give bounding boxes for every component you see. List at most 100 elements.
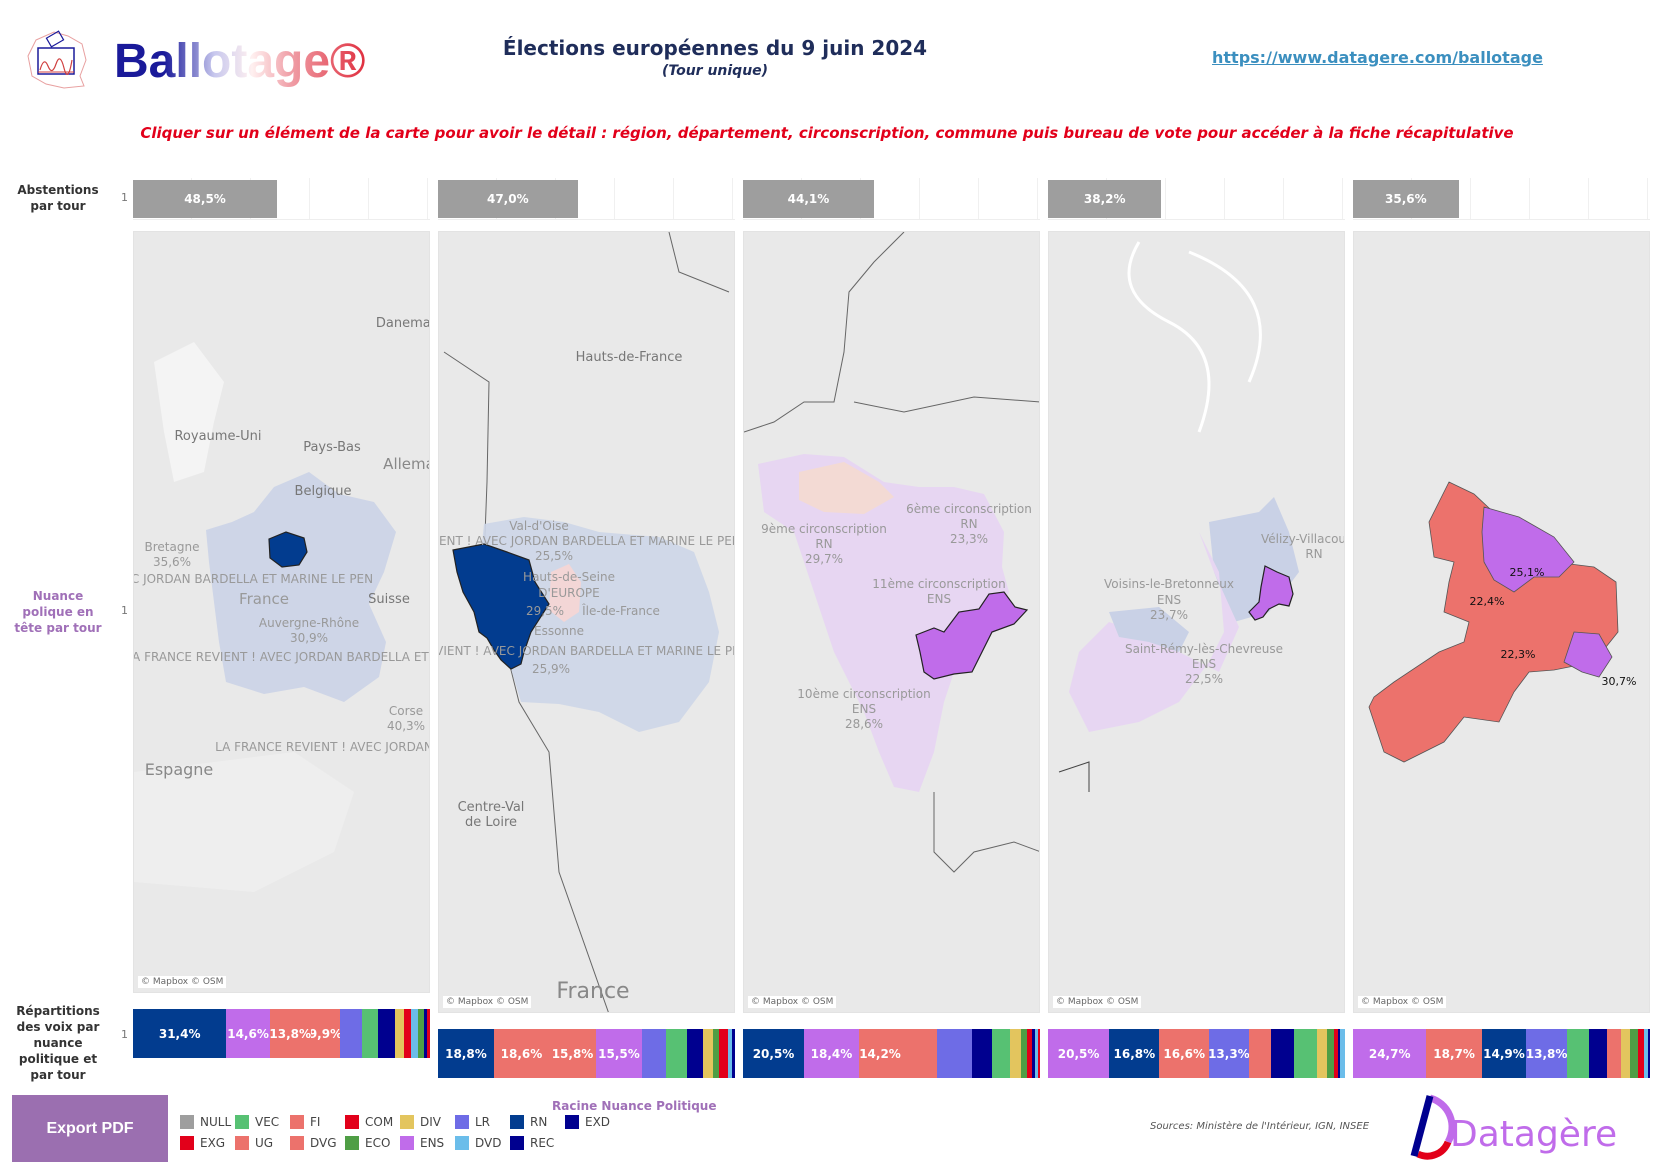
map-circonscription[interactable]: Vélizy-Villacoubl RN Voisins-le-Bretonne…: [1048, 231, 1345, 1013]
legend-item-com[interactable]: COM: [345, 1114, 400, 1130]
vote-segment-exd[interactable]: [1338, 1029, 1341, 1078]
vote-segment-rn[interactable]: 14,9%: [1481, 1029, 1527, 1078]
legend-item-null[interactable]: NULL: [180, 1114, 235, 1130]
vote-segment-rec[interactable]: [972, 1029, 992, 1078]
vote-segment-exg[interactable]: [1027, 1029, 1032, 1078]
map-attribution[interactable]: © Mapbox © OSM: [1053, 996, 1142, 1008]
map-label: RN: [815, 537, 833, 551]
legend-item-exg[interactable]: EXG: [180, 1135, 235, 1151]
map-attribution[interactable]: © Mapbox © OSM: [748, 996, 837, 1008]
vote-segment-ug[interactable]: 18,7%: [1426, 1029, 1482, 1078]
vote-segment-fi[interactable]: 9,9%: [310, 1009, 341, 1058]
vote-segment-lr[interactable]: 13,8%: [1526, 1029, 1568, 1078]
vote-segment-ens[interactable]: 15,5%: [595, 1029, 643, 1078]
map-attribution[interactable]: © Mapbox © OSM: [1358, 996, 1447, 1008]
vote-segment-dvd[interactable]: [1644, 1029, 1648, 1078]
vote-segment-vec[interactable]: [665, 1029, 687, 1078]
vote-segment-lr[interactable]: 13,3%: [1209, 1029, 1249, 1078]
abstention-bar[interactable]: 38,2%: [1048, 180, 1162, 218]
vote-segment-eco[interactable]: [712, 1029, 719, 1078]
abstention-bar[interactable]: 35,6%: [1353, 180, 1459, 218]
map-label: Essonne: [533, 624, 585, 638]
vote-segment-exg[interactable]: [1334, 1029, 1339, 1078]
vote-segment-div[interactable]: [702, 1029, 713, 1078]
vote-segment-eco[interactable]: [418, 1009, 425, 1058]
vote-segment-com[interactable]: [427, 1009, 430, 1058]
map-country[interactable]: Danemar Royaume-Uni Pays-Bas Allema Belg…: [133, 231, 430, 993]
vote-segment-ens[interactable]: 20,5%: [1048, 1029, 1110, 1078]
vote-segment-ug[interactable]: 14,2%: [858, 1029, 902, 1078]
vote-segment-exd[interactable]: [1031, 1029, 1035, 1078]
abstention-bar[interactable]: 44,1%: [743, 180, 874, 218]
vote-segment-vec[interactable]: [1294, 1029, 1317, 1078]
vote-segment-ens[interactable]: 14,6%: [226, 1009, 270, 1058]
vote-segment-dvd[interactable]: [1340, 1029, 1345, 1078]
vote-segment-rn[interactable]: 18,8%: [438, 1029, 494, 1078]
vote-segment-div[interactable]: [394, 1009, 405, 1058]
legend-swatch: [345, 1136, 359, 1150]
legend-item-rn[interactable]: RN: [510, 1114, 565, 1130]
vote-segment-ug[interactable]: 16,6%: [1159, 1029, 1210, 1078]
vote-segment-rec[interactable]: [686, 1029, 703, 1078]
legend-item-fi[interactable]: FI: [290, 1114, 345, 1130]
vote-segment-fi[interactable]: 15,8%: [549, 1029, 596, 1078]
vote-segment-ug[interactable]: 18,6%: [493, 1029, 550, 1078]
legend-item-vec[interactable]: VEC: [235, 1114, 290, 1130]
vote-segment-lr[interactable]: [642, 1029, 666, 1078]
map-department[interactable]: 9ème circonscription RN 29,7% 6ème circo…: [743, 231, 1040, 1013]
vote-segment-eco[interactable]: [1327, 1029, 1335, 1078]
vote-segment-div[interactable]: [1010, 1029, 1022, 1078]
legend-item-eco[interactable]: ECO: [345, 1135, 400, 1151]
vote-segment-exd[interactable]: [1647, 1029, 1650, 1078]
vote-segment-dvd[interactable]: [411, 1009, 419, 1058]
legend-item-div[interactable]: DIV: [400, 1114, 455, 1130]
vote-segment-rec[interactable]: [378, 1009, 395, 1058]
vote-segment-vec[interactable]: [991, 1029, 1011, 1078]
vote-segment-lr[interactable]: [937, 1029, 973, 1078]
vote-segment-exg[interactable]: [1641, 1029, 1645, 1078]
vote-segment-fi[interactable]: [1248, 1029, 1271, 1078]
export-pdf-button[interactable]: Export PDF: [12, 1095, 168, 1162]
vote-segment-div[interactable]: [1621, 1029, 1631, 1078]
vote-segment-rn[interactable]: 16,8%: [1109, 1029, 1160, 1078]
map-attribution[interactable]: © Mapbox © OSM: [138, 976, 227, 988]
vote-segment-vec[interactable]: [361, 1009, 379, 1058]
vote-segment-com[interactable]: [1637, 1029, 1642, 1078]
vote-segment-div[interactable]: [1316, 1029, 1328, 1078]
map-attribution[interactable]: © Mapbox © OSM: [443, 996, 532, 1008]
vote-segment-dvd[interactable]: [1034, 1029, 1038, 1078]
legend-item-dvg[interactable]: DVG: [290, 1135, 345, 1151]
vote-segment-com[interactable]: [1037, 1029, 1040, 1078]
vote-segment-rec[interactable]: [1270, 1029, 1295, 1078]
map-commune[interactable]: 25,1% 22,4% 22,3% 30,7% © Mapbox © OSM: [1353, 231, 1650, 1013]
legend-item-ug[interactable]: UG: [235, 1135, 290, 1151]
vote-segment-ens[interactable]: 24,7%: [1353, 1029, 1427, 1078]
vote-segment-rn[interactable]: 20,5%: [743, 1029, 805, 1078]
vote-segment-vec[interactable]: [1567, 1029, 1590, 1078]
abstention-bar[interactable]: 47,0%: [438, 180, 578, 218]
vote-segment-exd[interactable]: [424, 1009, 428, 1058]
vote-segment-com[interactable]: [718, 1029, 724, 1078]
vote-segment-exg[interactable]: [404, 1009, 412, 1058]
vote-segment-fi[interactable]: [901, 1029, 938, 1078]
vote-segment-ens[interactable]: 18,4%: [804, 1029, 859, 1078]
legend-item-ens[interactable]: ENS: [400, 1135, 455, 1151]
vote-segment-ug[interactable]: 13,8%: [269, 1009, 311, 1058]
vote-segment-eco[interactable]: [1021, 1029, 1028, 1078]
vote-segment-dvd[interactable]: [727, 1029, 732, 1078]
vote-segment-rec[interactable]: [1589, 1029, 1607, 1078]
vote-segment-fi[interactable]: [1606, 1029, 1622, 1078]
datagere-link[interactable]: https://www.datagere.com/ballotage: [1212, 48, 1543, 67]
vote-segment-eco[interactable]: [1630, 1029, 1638, 1078]
map-region[interactable]: Hauts-de-France Val-d'Oise VIENT ! AVEC …: [438, 231, 735, 1013]
abstention-bar[interactable]: 48,5%: [133, 180, 278, 218]
vote-segment-rn[interactable]: 31,4%: [133, 1009, 227, 1058]
vote-segment-lr[interactable]: [340, 1009, 362, 1058]
legend-item-dvd[interactable]: DVD: [455, 1135, 510, 1151]
legend-item-exd[interactable]: EXD: [565, 1114, 620, 1130]
legend-item-lr[interactable]: LR: [455, 1114, 510, 1130]
page-subtitle: (Tour unique): [661, 63, 769, 79]
vote-segment-exd[interactable]: [731, 1029, 735, 1078]
legend-item-rec[interactable]: REC: [510, 1135, 565, 1151]
vote-segment-exg[interactable]: [723, 1029, 728, 1078]
